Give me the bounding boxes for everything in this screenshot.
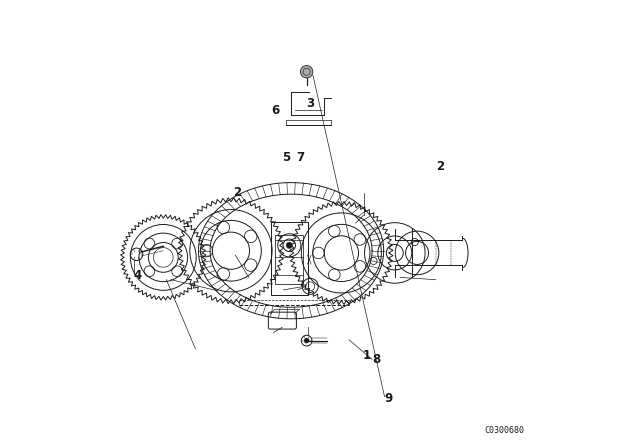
Text: 2: 2 (233, 186, 241, 199)
Text: C0300680: C0300680 (485, 426, 525, 435)
Text: 7: 7 (296, 151, 305, 164)
Circle shape (304, 338, 309, 343)
Text: 6: 6 (271, 104, 279, 117)
Text: 4: 4 (134, 269, 142, 282)
Text: 5: 5 (282, 151, 291, 164)
Text: 3: 3 (306, 97, 314, 110)
Text: 1: 1 (362, 349, 371, 362)
Bar (275, 235, 303, 284)
Circle shape (300, 65, 313, 78)
Text: 9: 9 (385, 392, 393, 405)
Text: 8: 8 (372, 353, 381, 366)
Circle shape (286, 242, 292, 248)
Bar (271, 222, 308, 295)
Text: 2: 2 (436, 159, 444, 172)
